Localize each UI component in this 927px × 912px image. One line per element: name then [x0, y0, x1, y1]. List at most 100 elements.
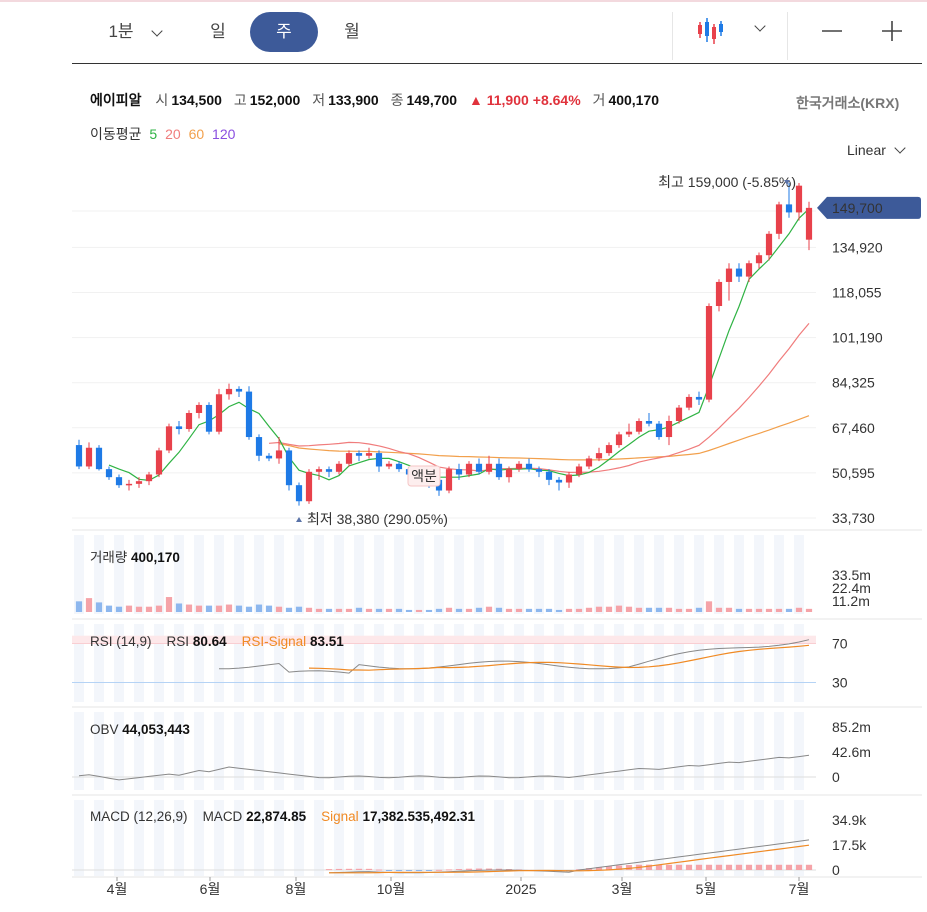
pane-grid-stripe	[514, 712, 524, 790]
candle	[775, 201, 783, 240]
candle-body	[665, 421, 673, 438]
low-label: 저	[312, 92, 326, 108]
macd-histogram-bar	[395, 870, 403, 871]
candle	[335, 461, 343, 475]
pane-grid-stripe	[474, 624, 484, 702]
candle-body	[615, 434, 623, 446]
ma5-line	[108, 208, 810, 482]
pane-grid-stripe	[474, 712, 484, 790]
pane-grid-stripe	[114, 535, 124, 614]
candle	[295, 482, 303, 506]
macd-histogram-bar	[435, 869, 443, 871]
price-tick-label: 118,055	[832, 284, 882, 300]
price-tick-label: 101,190	[832, 330, 883, 346]
pane-grid-stripe	[654, 800, 664, 876]
zoom-in-icon[interactable]	[880, 19, 904, 43]
pane-grid-stripe	[394, 800, 404, 876]
volume-bar	[465, 608, 473, 612]
macd-histogram-bar	[325, 869, 333, 871]
obv-line	[78, 754, 810, 781]
macd-histogram-bar	[415, 870, 423, 871]
pane-grid-stripe	[794, 712, 804, 790]
candle-body	[265, 455, 273, 459]
volume-pane-label: 거래량	[90, 550, 128, 565]
candle	[385, 461, 393, 470]
macd-histogram-bar	[595, 867, 603, 870]
moving-average-legend[interactable]: 이동평균 5 20 60 120	[90, 124, 235, 144]
macd-legend: MACD (12,26,9) MACD 22,874.85 Signal 17,…	[90, 809, 475, 824]
pane-grid-stripe	[174, 800, 184, 876]
candle-body	[445, 469, 453, 491]
candle	[255, 434, 263, 462]
macd-tick-label: 17.5k	[832, 837, 867, 853]
ma-label: 이동평균	[90, 126, 142, 142]
pane-grid-stripe	[694, 800, 704, 876]
candle-body	[565, 474, 573, 483]
pane-grid-stripe	[634, 624, 644, 702]
volume-bar	[705, 601, 713, 612]
candle	[205, 402, 213, 435]
pane-grid-stripe	[74, 535, 84, 614]
volume-bar	[675, 608, 683, 612]
candle-body	[145, 474, 153, 482]
candle-body	[305, 471, 313, 502]
rsi-signal-line	[308, 644, 810, 671]
pane-grid-stripe	[494, 624, 504, 702]
ma60-label: 60	[188, 126, 205, 142]
pane-grid-stripe	[674, 712, 684, 790]
volume-bar	[505, 608, 513, 612]
ma20-line	[268, 323, 810, 473]
tab-1min[interactable]: 1분	[108, 22, 134, 41]
candle-body	[545, 471, 553, 480]
pane-grid-stripe	[614, 800, 624, 876]
candle	[655, 421, 663, 440]
candle	[225, 383, 233, 400]
x-axis-label: 2025	[505, 881, 536, 897]
volume-bar	[355, 607, 363, 612]
candle	[455, 463, 463, 480]
candle	[705, 303, 713, 403]
pane-grid-stripe	[274, 712, 284, 790]
candle	[735, 263, 743, 282]
volume-bar	[565, 608, 573, 612]
pane-grid-stripe	[654, 712, 664, 790]
pane-grid-stripe	[354, 712, 364, 790]
obv-tick-label: 0	[832, 769, 840, 785]
zoom-out-icon[interactable]	[820, 20, 844, 44]
pane-grid-stripe	[594, 624, 604, 702]
volume-bar	[375, 608, 383, 612]
volume-bar	[745, 608, 753, 612]
candle	[625, 423, 633, 438]
pane-grid-stripe	[554, 800, 564, 876]
candle-body	[525, 463, 533, 470]
macd-histogram-bar	[405, 870, 413, 871]
tab-week[interactable]: 주	[250, 12, 318, 52]
tab-day[interactable]: 일	[210, 22, 226, 41]
change-value: ▲ 11,900	[468, 92, 529, 108]
volume-bar	[525, 608, 533, 612]
rsi-signal-value: 83.51	[309, 634, 344, 649]
pane-grid-stripe	[574, 624, 584, 702]
macd-histogram-bar	[675, 864, 683, 870]
candle-body	[605, 445, 613, 454]
scale-selector[interactable]: Linear	[847, 142, 906, 158]
price-tick-label: 134,920	[832, 239, 883, 255]
pane-grid-stripe	[694, 535, 704, 614]
volume-bar	[285, 607, 293, 612]
candle	[575, 463, 583, 478]
tab-month[interactable]: 월	[344, 22, 360, 41]
volume-bar	[585, 607, 593, 612]
candle-body	[335, 463, 343, 472]
split-badge-label: 액분	[411, 468, 437, 484]
macd-histogram-bar	[625, 865, 633, 870]
candle-body	[315, 469, 323, 472]
ma5-label: 5	[149, 126, 158, 142]
pane-grid-stripe	[414, 535, 424, 614]
pane-grid-stripe	[194, 535, 204, 614]
candlestick-chart-icon[interactable]	[696, 16, 726, 46]
high-value: 152,000	[249, 92, 301, 108]
pane-grid-stripe	[774, 800, 784, 876]
volume-bar	[195, 605, 203, 612]
pane-grid-stripe	[734, 712, 744, 790]
